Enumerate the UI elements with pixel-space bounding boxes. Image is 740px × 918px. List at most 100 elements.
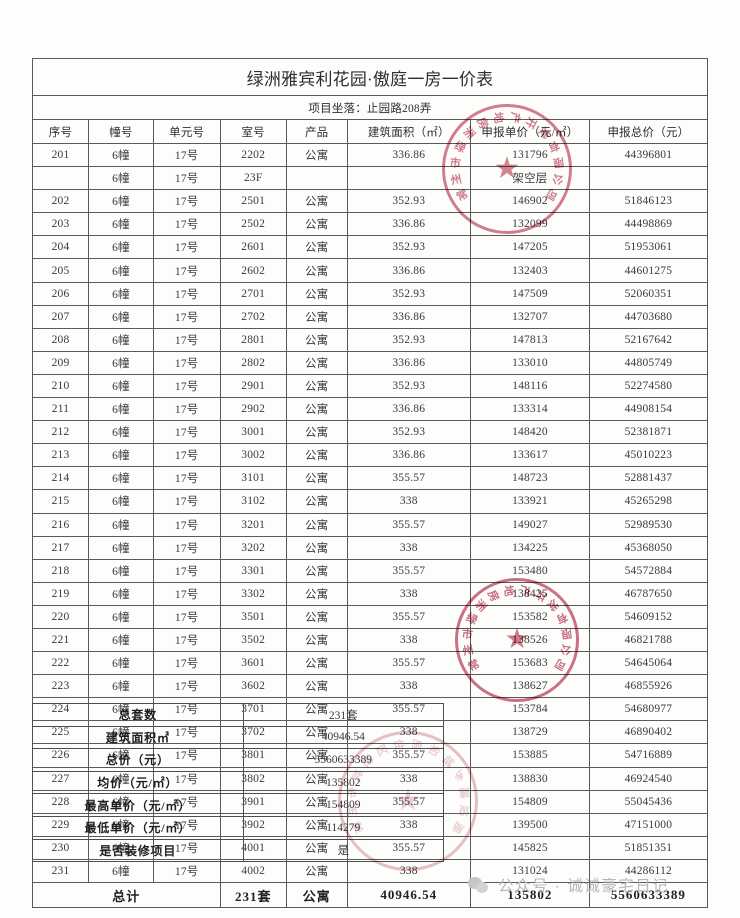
table-cell-申报总价（元）: 54609152	[588, 604, 709, 629]
table-cell-序号: 209	[31, 350, 90, 375]
table-cell-序号: 202	[31, 189, 90, 214]
table-cell-建筑面积（㎡）: 338	[346, 581, 472, 606]
table-cell-序号: 216	[31, 512, 90, 537]
column-header-6: 申报单价（元/㎡）	[470, 119, 590, 144]
table-cell-室号: 3102	[219, 489, 287, 514]
table-cell-单元号: 17号	[152, 627, 221, 653]
total-product: 公寓	[285, 882, 348, 908]
table-cell-申报单价（元/㎡）: 148116	[470, 373, 590, 399]
table-cell-单元号: 17号	[152, 235, 221, 260]
total-count: 231套	[219, 882, 287, 908]
table-cell-建筑面积（㎡）: 336.86	[346, 142, 472, 168]
total-price: 5560633389	[588, 882, 709, 908]
summary-row: 总套数 231套	[32, 703, 445, 727]
table-cell-序号	[31, 166, 90, 191]
table-cell-申报总价（元）: 44396801	[588, 142, 709, 168]
table-cell-单元号: 17号	[152, 166, 221, 191]
table-cell-室号: 2601	[219, 235, 287, 260]
summary-value-6: 是	[242, 838, 445, 863]
table-cell-建筑面积（㎡）: 352.93	[346, 327, 472, 352]
table-cell-序号: 201	[31, 142, 90, 168]
table-cell-申报总价（元）: 46855926	[588, 674, 709, 699]
summary-value-3: 135802	[242, 770, 445, 795]
table-cell-单元号: 17号	[152, 466, 221, 491]
table-cell-申报单价（元/㎡）: 133921	[470, 489, 590, 514]
summary-value-2: 5560633389	[242, 748, 445, 772]
table-cell-申报总价（元）: 54716889	[588, 743, 709, 768]
table-cell-幢号: 6幢	[88, 627, 154, 653]
table-cell-申报总价（元）: 54645064	[588, 651, 709, 676]
table-cell-建筑面积（㎡）: 355.57	[346, 604, 472, 629]
table-cell-申报总价（元）: 46787650	[588, 581, 709, 606]
table-cell-单元号: 17号	[152, 142, 221, 168]
table-cell-幢号: 6幢	[88, 466, 154, 491]
table-cell-序号: 215	[31, 489, 90, 514]
table-row: 215 6幢 17号 3102 公寓 338 133921 45265298	[31, 489, 709, 514]
summary-row: 均价（元/㎡） 135802	[32, 770, 445, 795]
table-cell-建筑面积（㎡）: 352.93	[346, 373, 472, 399]
table-cell-幢号: 6幢	[88, 858, 154, 884]
table-cell-产品: 公寓	[285, 512, 348, 537]
table-cell-室号: 2902	[219, 397, 287, 422]
summary-label-1: 建筑面积㎡	[32, 725, 244, 750]
table-cell-单元号: 17号	[152, 858, 221, 884]
table-cell-建筑面积（㎡）: 336.86	[346, 212, 472, 237]
table-cell-产品: 公寓	[285, 373, 348, 399]
table-cell-申报总价（元）: 45265298	[588, 489, 709, 514]
table-cell-产品: 公寓	[285, 651, 348, 676]
table-cell-申报总价（元）: 52167642	[588, 327, 709, 352]
table-cell-序号: 208	[31, 327, 90, 352]
table-cell-申报单价（元/㎡）: 153784	[470, 697, 590, 722]
table-cell-产品: 公寓	[285, 674, 348, 699]
table-cell-建筑面积（㎡）: 338	[346, 627, 472, 653]
table-cell-申报总价（元）: 55045436	[588, 789, 709, 814]
table-cell-序号: 206	[31, 281, 90, 306]
table-cell-室号: 2802	[219, 350, 287, 375]
table-cell-申报总价（元）: 44703680	[588, 304, 709, 329]
table-cell-室号: 3201	[219, 512, 287, 537]
table-cell-幢号: 6幢	[88, 535, 154, 560]
summary-label-5: 最低单价（元/㎡）	[32, 815, 244, 840]
table-cell-申报单价（元/㎡）: 131796	[470, 142, 590, 168]
table-cell-单元号: 17号	[152, 397, 221, 422]
table-cell-申报总价（元）: 46924540	[588, 766, 709, 791]
table-cell-单元号: 17号	[152, 443, 221, 468]
summary-label-2: 总价（元）	[32, 748, 244, 772]
footer-label: 公众号 · 诚诚豪宅日记	[498, 878, 670, 895]
table-row: 207 6幢 17号 2702 公寓 336.86 132707 44703680	[31, 304, 709, 329]
table-cell-序号: 219	[31, 581, 90, 606]
table-cell-序号: 221	[31, 627, 90, 653]
table-cell-幢号: 6幢	[88, 212, 154, 237]
table-cell-申报总价（元）: 51953061	[588, 235, 709, 260]
table-row: 201 6幢 17号 2202 公寓 336.86 131796 44396801	[31, 142, 709, 168]
table-row: 220 6幢 17号 3501 公寓 355.57 153582 54609152	[31, 604, 709, 629]
table-row: 211 6幢 17号 2902 公寓 336.86 133314 44908154	[31, 397, 709, 422]
table-cell-申报总价（元）: 44805749	[588, 350, 709, 375]
table-cell-单元号: 17号	[152, 604, 221, 629]
table-cell-序号: 210	[31, 373, 90, 399]
table-row: 209 6幢 17号 2802 公寓 336.86 133010 44805749	[31, 350, 709, 375]
table-cell-申报单价（元/㎡）: 147813	[470, 327, 590, 352]
table-row: 210 6幢 17号 2901 公寓 352.93 148116 52274580	[31, 373, 709, 399]
table-cell-建筑面积（㎡）: 352.93	[346, 420, 472, 445]
table-cell-幢号: 6幢	[88, 235, 154, 260]
summary-value-0: 231套	[242, 703, 445, 727]
table-row: 208 6幢 17号 2801 公寓 352.93 147813 52167642	[31, 327, 709, 352]
table-cell-申报总价（元）: 52989530	[588, 512, 709, 537]
table-row: 214 6幢 17号 3101 公寓 355.57 148723 52881437	[31, 466, 709, 491]
table-cell-建筑面积（㎡）: 338	[346, 674, 472, 699]
table-cell-建筑面积（㎡）: 355.57	[346, 466, 472, 491]
wechat-bubble-small	[476, 881, 488, 893]
table-cell-序号: 214	[31, 466, 90, 491]
table-row: 202 6幢 17号 2501 公寓 352.93 146902 51846123	[31, 189, 709, 214]
table-cell-室号: 3601	[219, 651, 287, 676]
table-cell-单元号: 17号	[152, 350, 221, 375]
table-cell-幢号: 6幢	[88, 397, 154, 422]
table-cell-申报总价（元）: 44286112	[588, 858, 709, 884]
table-cell-产品: 公寓	[285, 489, 348, 514]
table-cell-申报单价（元/㎡）: 147205	[470, 235, 590, 260]
table-cell-产品: 公寓	[285, 627, 348, 653]
table-cell-单元号: 17号	[152, 189, 221, 214]
summary-label-0: 总套数	[32, 703, 244, 727]
